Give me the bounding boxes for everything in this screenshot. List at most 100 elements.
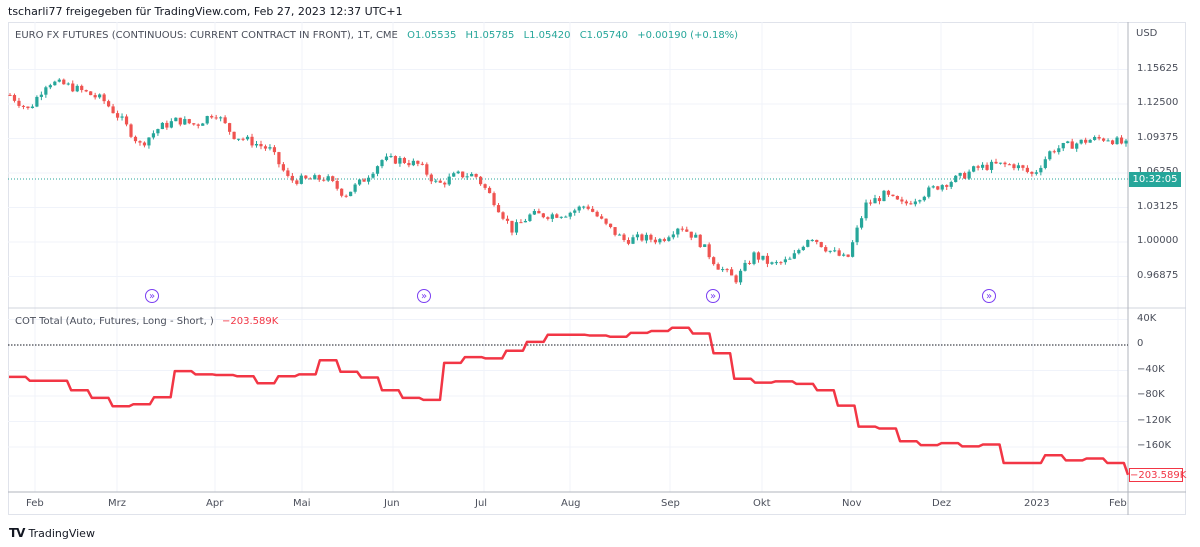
candle-body — [676, 228, 680, 235]
candle-body — [411, 160, 415, 166]
candle-body — [662, 239, 666, 241]
candle-body — [340, 188, 344, 196]
candle-body — [1079, 139, 1083, 144]
candle-body — [689, 231, 693, 238]
candle-body — [963, 172, 967, 179]
candle-body — [891, 194, 895, 196]
candle-body — [496, 205, 501, 213]
candle-body — [1012, 164, 1016, 169]
candle-body — [1070, 141, 1074, 149]
candle-body — [1003, 162, 1007, 165]
candle-body — [658, 239, 662, 243]
indicator-legend: COT Total (Auto, Futures, Long - Short, … — [15, 316, 278, 327]
candle-body — [761, 255, 765, 260]
candle-body — [210, 116, 214, 118]
indicator-axis-label: 40K — [1137, 312, 1157, 324]
candle-body — [873, 198, 877, 204]
candle-body — [447, 176, 451, 185]
candle-body — [165, 122, 169, 128]
ohlc-change: +0.00190 (+0.18%) — [637, 30, 739, 41]
candle-body — [514, 222, 519, 233]
candle-body — [613, 227, 617, 235]
candle-body — [393, 156, 398, 164]
candle-body — [44, 87, 48, 95]
candle-body — [546, 217, 550, 219]
candle-body — [384, 156, 389, 161]
footer-brand[interactable]: TV TradingView — [9, 526, 95, 540]
symbol-title[interactable]: EURO FX FUTURES (CONTINUOUS: CURRENT CON… — [15, 30, 398, 41]
candle-body — [797, 250, 801, 254]
candle-body — [815, 239, 819, 243]
candle-body — [586, 206, 590, 209]
candle-body — [685, 229, 689, 232]
contract-rollover-icon[interactable]: » — [982, 289, 996, 303]
indicator-axis-label: 0 — [1137, 338, 1144, 349]
candle-body — [752, 252, 756, 264]
candle-body — [295, 180, 299, 184]
candle-body — [272, 147, 277, 153]
candle-body — [111, 106, 115, 114]
candle-body — [725, 269, 729, 271]
candle-body — [232, 131, 236, 140]
candle-body — [129, 124, 133, 137]
candle-body — [160, 122, 164, 130]
candle-body — [1101, 138, 1106, 141]
indicator-axis-label: −80K — [1137, 389, 1165, 400]
indicator-axis-label: −40K — [1137, 363, 1165, 375]
candle-body — [1034, 172, 1038, 174]
candle-body — [62, 79, 66, 85]
candle-body — [174, 117, 178, 122]
candle-body — [900, 199, 904, 202]
indicator-value: −203.589K — [222, 316, 279, 327]
candle-body — [236, 138, 241, 140]
candle-body — [703, 244, 707, 247]
candle-body — [322, 179, 326, 181]
indicator-title[interactable]: COT Total (Auto, Futures, Long - Short, … — [15, 316, 214, 327]
candle-body — [810, 239, 814, 241]
candle-body — [1021, 165, 1025, 168]
contract-rollover-icon[interactable]: » — [145, 289, 159, 303]
candle-body — [1097, 137, 1101, 139]
candle-body — [913, 201, 917, 205]
candle-body — [8, 94, 12, 96]
candle-body — [156, 129, 160, 134]
candle-body — [523, 220, 528, 223]
candle-body — [671, 234, 675, 238]
candle-body — [124, 116, 129, 125]
candle-body — [344, 195, 348, 197]
price-axis-label: 1.09375 — [1137, 131, 1179, 143]
candle-body — [26, 106, 30, 109]
price-axis-label: 1.12500 — [1137, 97, 1179, 108]
contract-rollover-icon[interactable]: » — [706, 289, 720, 303]
contract-rollover-icon[interactable]: » — [417, 289, 431, 303]
candle-body — [1052, 151, 1056, 153]
candle-body — [559, 216, 563, 218]
chart-frame — [8, 22, 1186, 515]
candle-body — [833, 250, 837, 252]
candle-body — [107, 101, 111, 107]
candle-body — [895, 195, 900, 200]
candle-body — [1106, 140, 1110, 142]
candle-body — [53, 81, 57, 86]
candle-body — [568, 212, 572, 217]
symbol-legend: EURO FX FUTURES (CONTINUOUS: CURRENT CON… — [15, 30, 738, 41]
candle-body — [868, 202, 873, 204]
candle-body — [667, 237, 671, 241]
candle-body — [187, 119, 191, 124]
candle-body — [519, 222, 523, 224]
candle-body — [1075, 143, 1079, 149]
candle-body — [254, 143, 259, 146]
candle-body — [402, 157, 407, 163]
candle-body — [169, 121, 173, 128]
candle-body — [640, 234, 644, 241]
candle-body — [89, 91, 93, 96]
candle-body — [694, 234, 698, 238]
candle-body — [429, 174, 433, 182]
candle-body — [859, 218, 864, 228]
candle-body — [214, 117, 218, 119]
candle-body — [501, 212, 505, 219]
candle-body — [147, 137, 151, 146]
candle-body — [228, 123, 232, 132]
candle-body — [407, 162, 411, 166]
